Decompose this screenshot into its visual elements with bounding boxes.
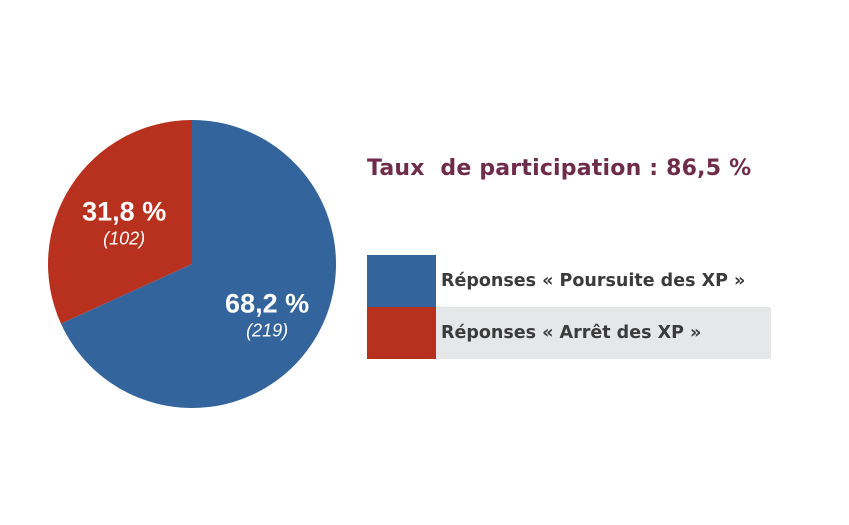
legend-item-arret: Réponses « Arrêt des XP »	[367, 307, 771, 359]
pie-slices	[48, 120, 336, 408]
legend-label-poursuite: Réponses « Poursuite des XP »	[441, 271, 746, 291]
slice-poursuite-count-label: (219)	[246, 320, 288, 340]
legend-label-arret: Réponses « Arrêt des XP »	[441, 323, 702, 343]
slice-poursuite	[60, 120, 336, 408]
legend-label-cell: Réponses « Poursuite des XP »	[436, 255, 771, 307]
slice-arret-percent-label: 31,8 %	[82, 196, 166, 226]
legend-label-cell: Réponses « Arrêt des XP »	[436, 307, 771, 359]
slice-arret	[48, 120, 192, 324]
legend-swatch-arret	[367, 307, 436, 359]
legend-item-poursuite: Réponses « Poursuite des XP »	[367, 255, 771, 307]
legend-swatch-poursuite	[367, 255, 436, 307]
legend: Réponses « Poursuite des XP » Réponses «…	[367, 255, 771, 359]
slice-poursuite-percent-label: 68,2 %	[225, 288, 309, 318]
slice-arret-count-label: (102)	[103, 228, 145, 248]
chart-title: Taux de participation : 86,5 %	[367, 156, 752, 181]
pie-labels: 68,2 % (219) 31,8 % (102)	[82, 196, 309, 340]
